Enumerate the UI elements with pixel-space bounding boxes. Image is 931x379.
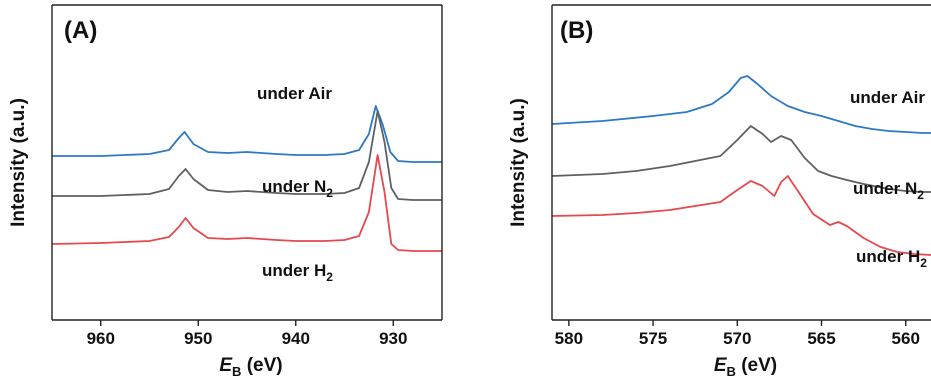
series-label-2: under N2 xyxy=(853,179,924,202)
series-line-3 xyxy=(552,175,931,256)
x-tick-label: 940 xyxy=(282,329,310,348)
series-line-2 xyxy=(552,125,931,193)
series-line-1 xyxy=(552,75,931,134)
panel-label: (A) xyxy=(64,17,97,44)
series-line-1 xyxy=(52,105,442,163)
series-line-2 xyxy=(52,110,442,201)
x-tick-label: 565 xyxy=(807,329,835,348)
x-axis-title: EB (eV) xyxy=(219,355,282,379)
y-axis-title: Intensity (a.u.) xyxy=(8,98,29,227)
series-label-3: under H2 xyxy=(856,247,927,270)
series-label-3: under H2 xyxy=(262,261,333,284)
y-axis-title: Intensity (a.u.) xyxy=(508,98,529,227)
x-tick-label: 570 xyxy=(723,329,751,348)
plot-area xyxy=(552,75,931,256)
panel-b-chart: 580 575 570 565 560 EB (eV) Intensity (a.u.) (B… xyxy=(508,4,931,379)
x-tick-label: 950 xyxy=(184,329,212,348)
series-label-2: under N2 xyxy=(262,177,333,200)
x-axis-title: EB (eV) xyxy=(714,355,777,379)
plot-area xyxy=(52,105,442,252)
x-tick-label: 930 xyxy=(379,329,407,348)
series-line-3 xyxy=(52,154,442,252)
x-tick-label: 575 xyxy=(639,329,667,348)
x-tick-label: 560 xyxy=(892,329,920,348)
panel-a-chart: 960 950 940 930 EB (eV) Intensity (a.u.) (A) un… xyxy=(8,4,443,379)
series-label-1: under Air xyxy=(850,88,925,107)
x-tick-label: 580 xyxy=(555,329,583,348)
panel-label: (B) xyxy=(560,17,593,44)
x-tick-label: 960 xyxy=(87,329,115,348)
series-label-1: under Air xyxy=(257,84,332,103)
